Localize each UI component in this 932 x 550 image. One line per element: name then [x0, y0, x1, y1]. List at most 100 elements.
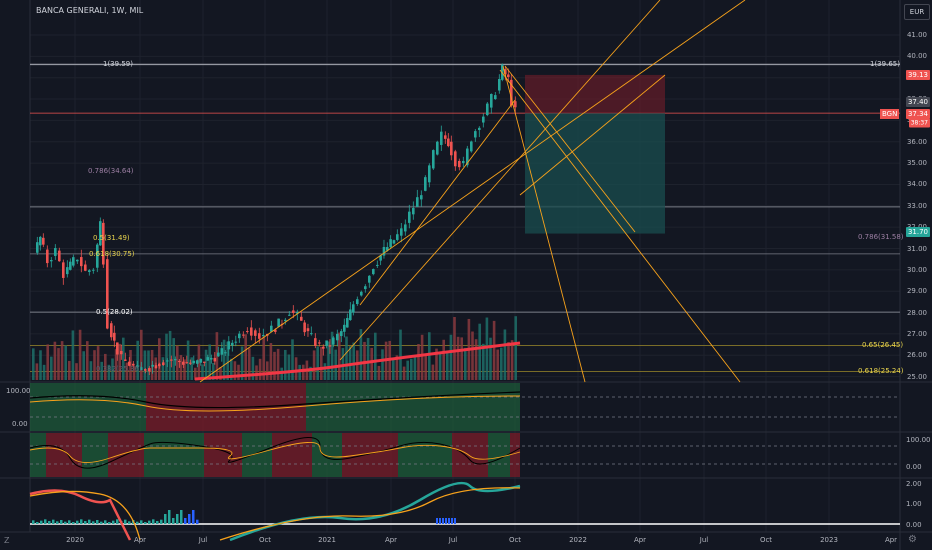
osc2-zone	[398, 433, 422, 477]
osc2-zone	[510, 433, 520, 477]
volume-bar	[410, 358, 413, 380]
candle-body	[213, 357, 217, 362]
volume-bar	[399, 329, 402, 380]
fib-label-1-left: 1(39.59)	[103, 60, 133, 68]
candle-body	[199, 358, 203, 363]
candle-body	[379, 255, 382, 261]
volume-bar	[262, 336, 265, 380]
volume-bar	[366, 337, 370, 380]
candle-body	[151, 364, 154, 367]
volume-bar	[165, 333, 168, 380]
volume-bar	[464, 347, 467, 380]
candle-body	[189, 362, 192, 364]
volume-bar	[172, 338, 175, 380]
moving-average-line	[194, 341, 521, 381]
candle-body	[490, 94, 493, 108]
time-axis-label: 2020	[66, 536, 84, 544]
candle-body	[432, 150, 435, 169]
osc3-bar	[454, 518, 456, 524]
candle-body	[140, 367, 143, 371]
volume-bar	[244, 334, 247, 380]
volume-bar	[208, 344, 211, 380]
time-axis[interactable]: 2020 Apr Jul Oct 2021 Apr Jul Oct 2022 Apr Jul Oct 2…	[0, 532, 900, 550]
candle-body	[231, 342, 234, 346]
volume-bar	[294, 357, 298, 380]
candle-body	[274, 329, 277, 332]
osc3-label-2: 2.00	[906, 480, 922, 488]
candle-body	[346, 318, 349, 328]
candle-body	[372, 269, 375, 275]
osc1-zone	[30, 383, 146, 431]
fan-line-1	[499, 69, 741, 383]
candle-body	[510, 79, 513, 106]
fib-label-382: 0.382(25.36)	[96, 365, 142, 373]
volume-bar	[122, 337, 125, 380]
volume-bar	[381, 349, 384, 380]
candle-body	[428, 165, 431, 183]
osc3-bar	[84, 521, 87, 524]
candle-body	[154, 365, 158, 369]
time-axis-label: Apr	[884, 536, 898, 544]
candle-body	[99, 221, 102, 246]
timezone-z-icon[interactable]: Z	[4, 536, 10, 545]
osc2-zone	[30, 433, 46, 477]
volume-bar	[507, 341, 510, 380]
candle-body	[420, 195, 423, 200]
osc3-bar	[60, 520, 63, 524]
candle-body	[336, 333, 339, 341]
osc2-zone	[242, 433, 272, 477]
osc3-bar	[168, 510, 171, 524]
price-axis-tick: 33.00	[906, 201, 927, 210]
volume-bar	[442, 339, 445, 380]
volume-bar	[435, 348, 438, 380]
volume-bar	[197, 344, 201, 380]
candle-body	[36, 242, 39, 253]
volume-bar	[46, 344, 49, 380]
osc3-bar	[148, 520, 151, 524]
osc3-bar	[56, 521, 59, 524]
osc3-bar	[180, 510, 183, 524]
candle-body	[450, 141, 453, 156]
volume-bar	[96, 346, 100, 380]
candle-body	[92, 269, 95, 271]
currency-badge[interactable]: EUR	[904, 4, 930, 20]
candle-body	[300, 316, 303, 321]
volume-bar	[474, 339, 478, 380]
volume-bar	[420, 334, 424, 380]
candle-body	[498, 78, 501, 91]
candle-body	[454, 151, 457, 167]
volume-bar	[251, 356, 255, 380]
candle-body	[412, 207, 415, 215]
osc3-line	[29, 489, 132, 541]
candle-body	[242, 334, 245, 336]
volume-bar	[125, 362, 129, 380]
osc2-zone	[46, 433, 82, 477]
volume-bar	[186, 340, 190, 380]
volume-bar	[485, 317, 489, 380]
candle-body	[376, 264, 379, 266]
osc3-bar	[92, 521, 95, 524]
time-axis-label: Jul	[198, 536, 208, 544]
volume-bar	[194, 367, 197, 380]
price-axis[interactable]: 41.0040.0039.0038.0037.0036.0035.0034.00…	[900, 0, 932, 382]
volume-bar	[402, 366, 406, 380]
fib-label-786-left: 0.786(34.64)	[88, 167, 134, 175]
osc3-bar	[192, 510, 195, 524]
volume-bar	[327, 341, 330, 380]
osc3-bar	[116, 519, 119, 524]
candle-body	[340, 331, 343, 337]
candle-body	[113, 332, 116, 341]
candle-body	[238, 333, 241, 339]
candle-body	[106, 259, 109, 329]
candle-body	[234, 341, 238, 343]
volume-bar	[395, 355, 399, 380]
volume-bar	[71, 330, 75, 380]
osc3-bar	[124, 519, 127, 524]
gear-icon[interactable]: ⚙	[908, 534, 917, 545]
candle-body	[440, 131, 443, 145]
candle-body	[220, 348, 224, 355]
candle-body	[494, 95, 497, 100]
candle-body	[66, 267, 69, 275]
volume-bar	[222, 339, 226, 380]
